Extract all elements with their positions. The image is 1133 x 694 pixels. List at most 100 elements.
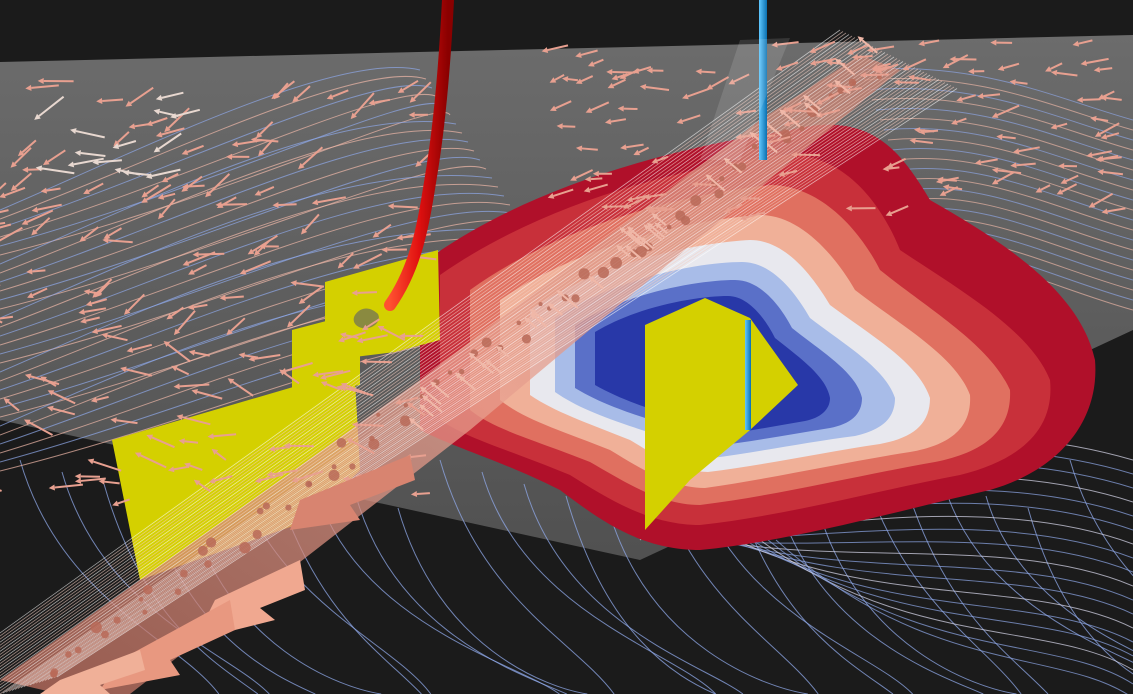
velocity-arrow <box>420 386 442 406</box>
velocity-arrow <box>395 396 419 405</box>
foreground-arrows <box>40 455 415 694</box>
velocity-arrow <box>779 109 801 128</box>
velocity-arrow <box>103 227 123 239</box>
fault-streamline <box>0 55 892 686</box>
velocity-arrow <box>158 198 176 220</box>
velocity-arrow <box>112 140 137 150</box>
streamline <box>817 507 1017 694</box>
velocity-arrow <box>740 211 766 221</box>
velocity-arrow <box>845 205 876 212</box>
streamline <box>775 495 984 694</box>
velocity-arrow <box>1056 183 1078 195</box>
velocity-arrow <box>27 287 48 298</box>
velocity-arrow <box>298 146 324 170</box>
velocity-arrow <box>0 186 26 199</box>
velocity-arrow <box>248 354 281 362</box>
velocity-arrow <box>775 61 799 71</box>
velocity-arrow <box>1080 57 1109 66</box>
injection-well-red <box>384 0 454 311</box>
velocity-arrow <box>368 98 391 106</box>
velocity-arrow <box>1097 154 1119 162</box>
velocity-arrow <box>112 498 130 507</box>
velocity-arrow <box>163 341 191 363</box>
velocity-arrow <box>155 127 185 138</box>
velocity-arrow <box>300 213 320 235</box>
fault-particle <box>516 320 522 326</box>
velocity-arrow <box>141 184 172 203</box>
velocity-arrow <box>604 118 627 125</box>
velocity-arrow <box>320 381 341 391</box>
fault-particle <box>204 560 212 568</box>
velocity-arrow <box>991 167 1022 175</box>
fault-particle <box>400 415 411 427</box>
velocity-arrow <box>639 237 655 250</box>
streamline <box>0 138 469 283</box>
velocity-arrow <box>485 359 502 374</box>
velocity-arrow <box>166 306 184 320</box>
fault-particle <box>197 545 208 556</box>
velocity-arrow <box>0 209 9 215</box>
fault-particle <box>262 502 270 510</box>
fault-particle <box>403 403 408 408</box>
fault-particle <box>675 210 686 221</box>
velocity-arrow <box>361 318 380 331</box>
velocity-arrow <box>146 434 175 449</box>
velocity-arrow <box>633 146 650 156</box>
fault-particle <box>336 438 347 448</box>
velocity-arrow <box>215 201 248 208</box>
fault-particle <box>666 224 672 230</box>
velocity-arrow <box>968 68 985 75</box>
fault-particle <box>719 176 725 182</box>
velocity-arrow <box>101 332 128 342</box>
velocity-arrow <box>178 438 199 445</box>
velocity-arrow <box>1086 150 1112 158</box>
velocity-arrow <box>290 280 325 288</box>
velocity-arrow <box>287 304 311 328</box>
velocity-arrow <box>0 226 23 244</box>
velocity-arrow <box>188 349 210 357</box>
fault-streamline <box>8 64 910 692</box>
streamline <box>743 539 1133 643</box>
velocity-arrow <box>407 402 426 417</box>
velocity-arrow <box>90 395 109 403</box>
velocity-arrow <box>176 414 211 426</box>
velocity-arrow <box>786 107 817 114</box>
fault-particle <box>751 143 758 150</box>
velocity-arrow <box>298 285 323 305</box>
velocity-arrow <box>31 203 62 213</box>
velocity-arrow <box>10 147 32 168</box>
streamline <box>1069 459 1133 577</box>
velocity-arrow <box>1060 174 1079 184</box>
velocity-arrow <box>408 417 424 431</box>
velocity-arrow <box>886 157 907 168</box>
velocity-arrow <box>1097 169 1124 176</box>
velocity-arrow <box>991 104 1020 118</box>
fault-streamline <box>38 79 940 683</box>
fault-particle <box>90 621 102 633</box>
fault-particle <box>138 596 144 602</box>
velocity-arrow <box>997 62 1020 72</box>
velocity-arrow <box>723 203 743 213</box>
streamline <box>0 165 487 310</box>
wells <box>384 0 767 430</box>
velocity-arrow <box>98 478 120 485</box>
velocity-arrow <box>3 397 20 412</box>
velocity-arrow <box>430 381 450 399</box>
fault-streamline <box>0 49 880 674</box>
velocity-arrow <box>23 419 53 436</box>
streamline <box>607 507 808 694</box>
velocity-arrow <box>588 276 604 290</box>
velocity-arrow <box>171 365 190 376</box>
velocity-arrow <box>291 470 324 483</box>
velocity-arrow <box>809 40 836 53</box>
velocity-arrow <box>188 264 207 275</box>
streamline <box>355 495 567 694</box>
velocity-arrow <box>157 192 176 200</box>
velocity-arrow <box>620 143 644 151</box>
velocity-arrow <box>547 188 574 199</box>
velocity-arrow <box>1010 162 1036 169</box>
velocity-arrow <box>34 95 65 120</box>
velocity-arrow <box>644 205 668 212</box>
velocity-arrow <box>250 136 279 143</box>
